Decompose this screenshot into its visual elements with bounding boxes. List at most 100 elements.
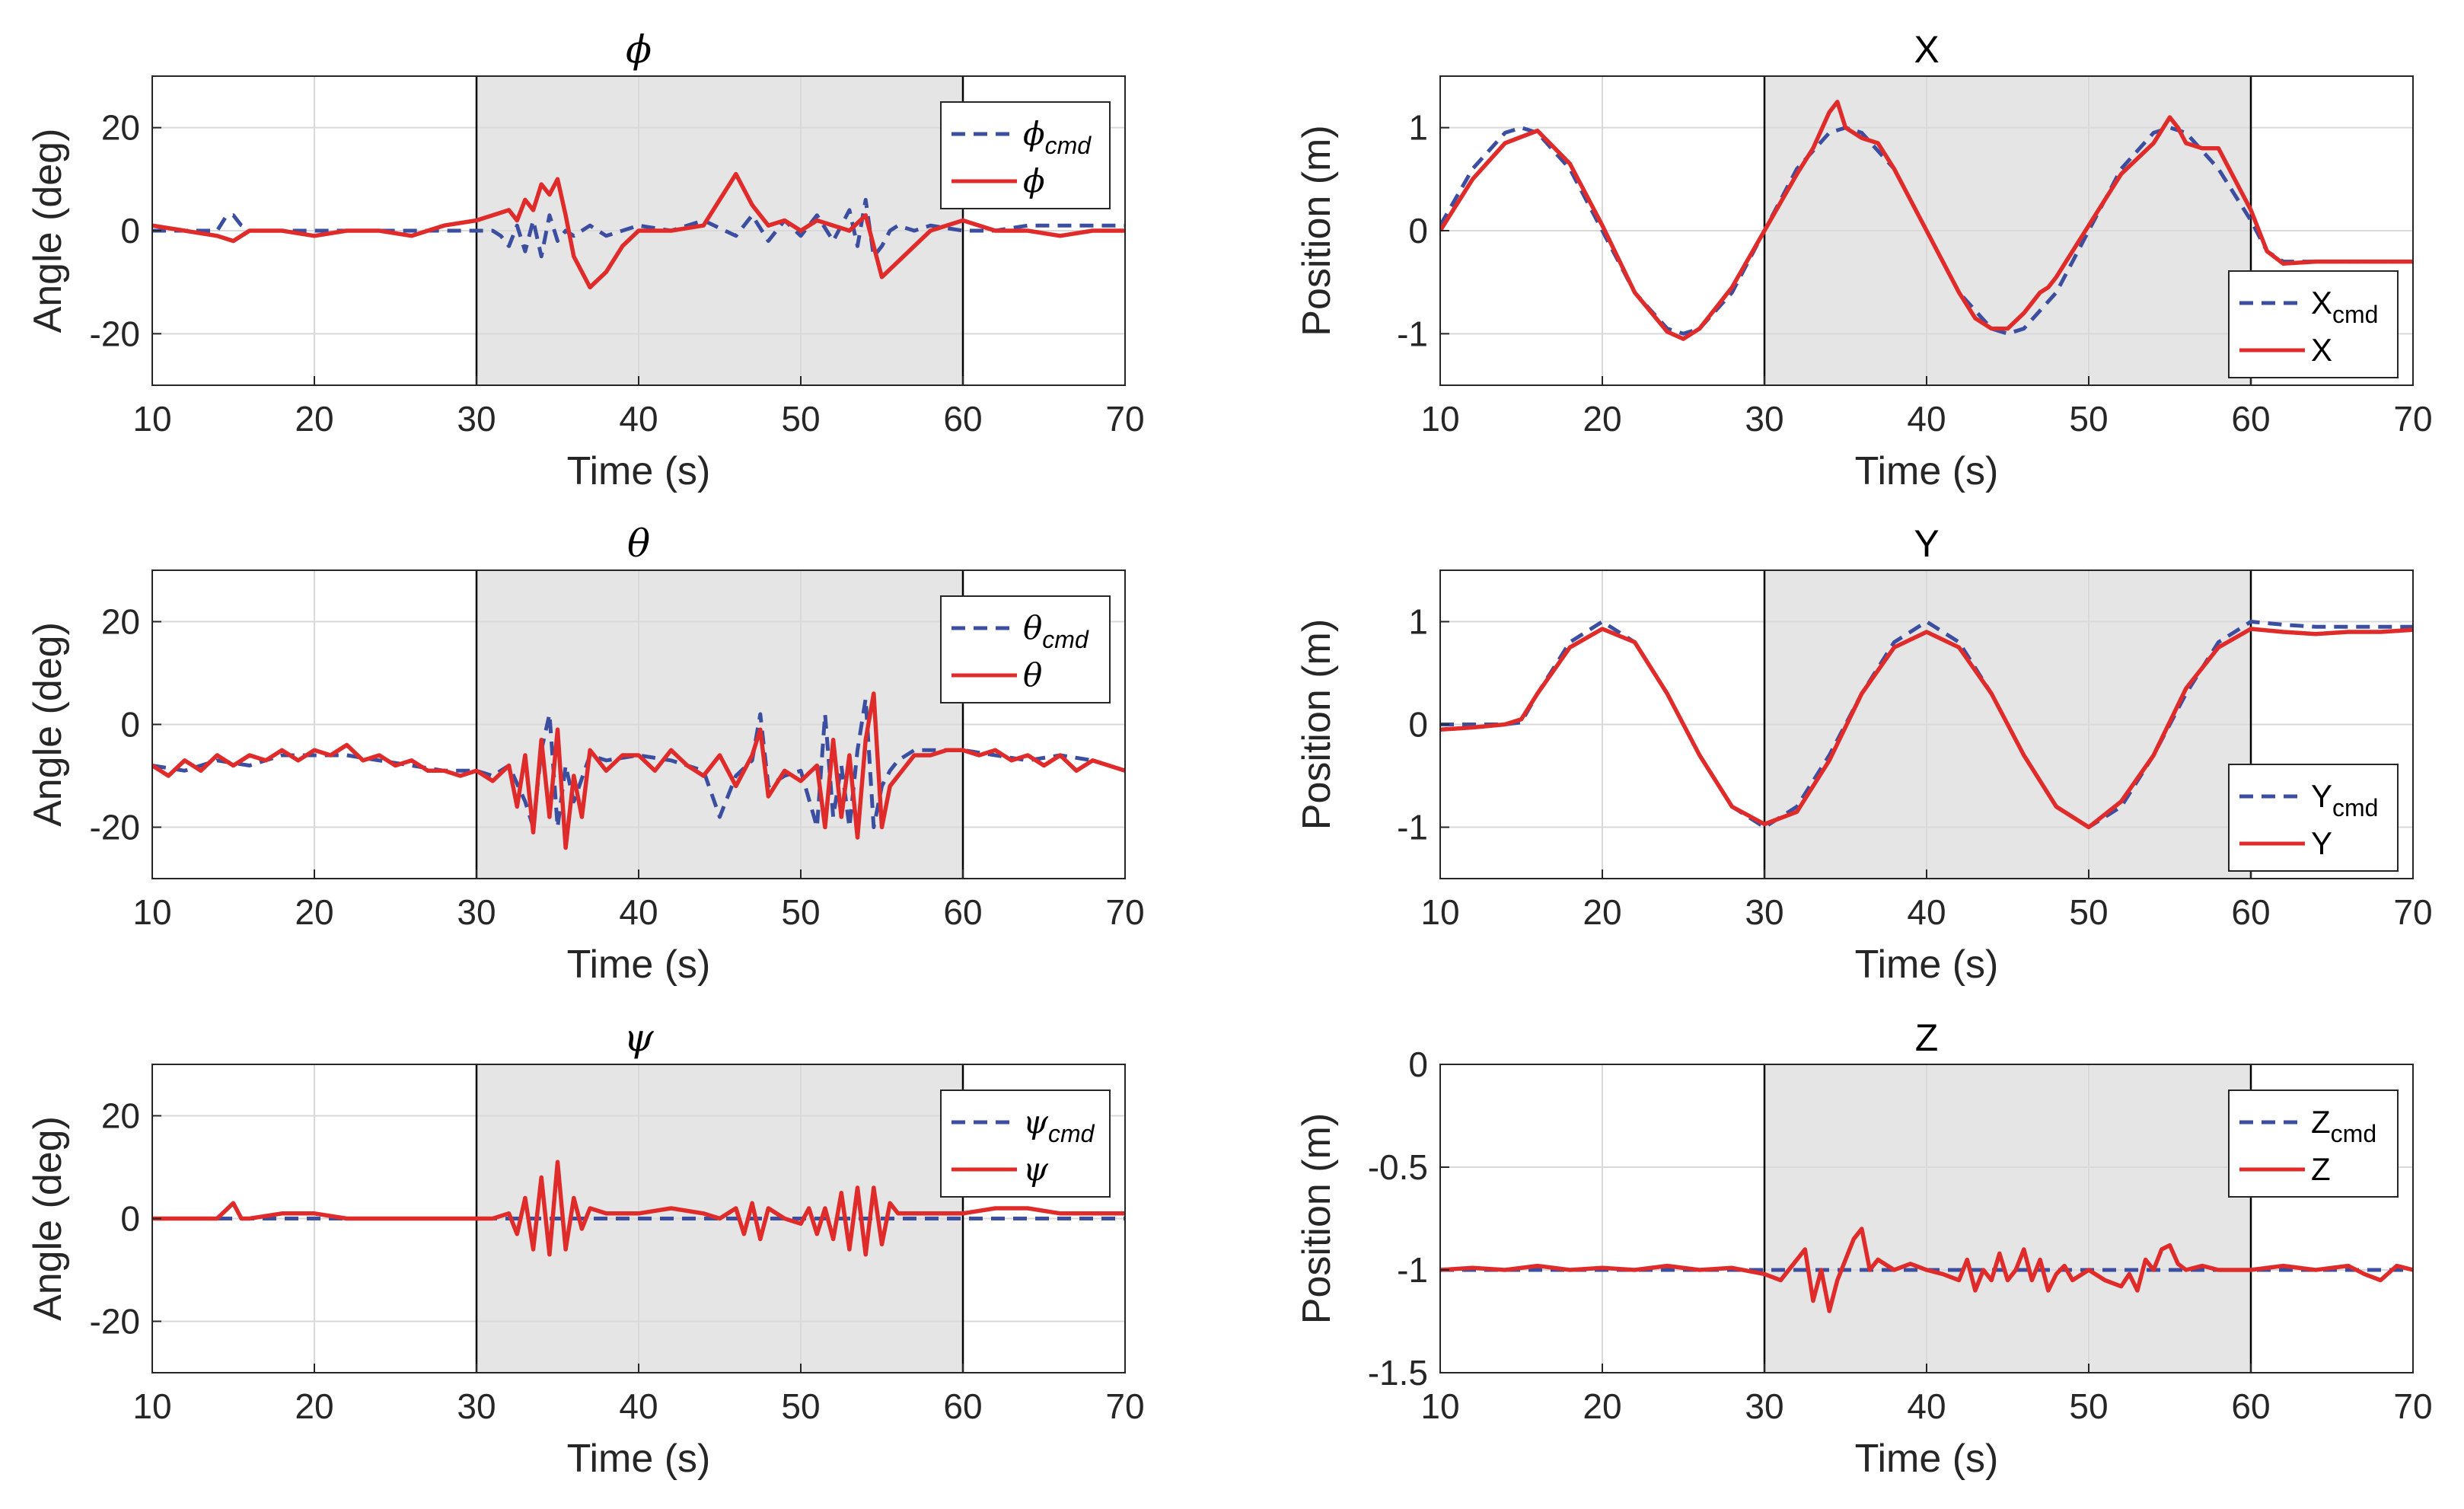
y-axis-label: Position (m)	[1295, 619, 1339, 830]
x-tick-label: 10	[1420, 399, 1459, 439]
x-tick-label: 70	[2393, 1386, 2432, 1426]
legend-label: ϕ	[1023, 162, 1045, 199]
series-line-actual	[152, 1160, 1125, 1257]
legend-label: θcmd	[1023, 609, 1089, 653]
x-tick-label: 50	[2069, 399, 2108, 439]
legend-symbol: θ	[1023, 609, 1042, 646]
y-tick-label: 20	[101, 1096, 140, 1136]
x-tick-label: 20	[1583, 1386, 1621, 1426]
x-axis-label: Time (s)	[1855, 449, 1999, 493]
x-tick-label: 60	[943, 1386, 982, 1426]
series-line-cmd	[1440, 620, 2413, 829]
legend-box	[940, 1089, 1111, 1198]
y-tick-label: 0	[1408, 1045, 1428, 1084]
x-tick-label: 30	[1745, 399, 1783, 439]
x-tick-label: 10	[132, 1386, 171, 1426]
x-tick-label: 60	[2231, 892, 2270, 932]
y-axis-label: Angle (deg)	[26, 1116, 70, 1321]
legend-box	[2228, 270, 2399, 378]
subplot-2: 10 20 30 40 50 60 70 -1 0 1 X Time (s) Position (m) X…	[1295, 28, 2433, 493]
subplot-4: 10 20 30 40 50 60 70 -1 0 1 Y Time (s) Position (m) Y…	[1295, 522, 2433, 987]
x-tick-label: 70	[2393, 399, 2432, 439]
legend-symbol: Y	[2311, 825, 2332, 861]
y-tick-label: 0	[1408, 705, 1428, 745]
legend-symbol: ϕ	[1023, 115, 1045, 152]
x-tick-label: 60	[2231, 1386, 2270, 1426]
subplot-1: 10 20 30 40 50 60 70 -20 0 20 ϕ Time (s) Angle (deg)…	[26, 27, 1145, 493]
y-tick-label: -20	[90, 314, 140, 353]
x-tick-label: 20	[295, 1386, 333, 1426]
series-line-actual	[1440, 100, 2413, 341]
x-tick-label: 30	[457, 892, 496, 932]
series-line-cmd	[152, 197, 1125, 259]
legend-label: θ	[1023, 656, 1042, 694]
legend-label: Ycmd	[2311, 778, 2378, 821]
x-tick-label: 60	[943, 399, 982, 439]
legend-symbol: ψ	[1023, 1150, 1049, 1188]
y-tick-label: -1.5	[1368, 1353, 1428, 1393]
chart-title: X	[1914, 28, 1939, 71]
series-line-actual	[1440, 1227, 2413, 1313]
legend: Ycmd Y	[2228, 764, 2399, 872]
y-tick-label: 1	[1408, 602, 1428, 642]
x-tick-label: 50	[781, 1386, 820, 1426]
y-axis-label: Position (m)	[1295, 125, 1339, 336]
series-line-actual	[1440, 627, 2413, 830]
legend-label: ψ	[1023, 1150, 1049, 1188]
shaded-interval	[1764, 1064, 2251, 1373]
x-tick-label: 10	[132, 399, 171, 439]
x-tick-label: 20	[295, 399, 333, 439]
legend-subscript: cmd	[1045, 132, 1092, 159]
x-tick-label: 40	[619, 1386, 658, 1426]
y-tick-label: -1	[1397, 1250, 1428, 1290]
y-tick-label: -20	[90, 808, 140, 847]
legend-symbol: θ	[1023, 656, 1042, 694]
x-tick-label: 50	[781, 399, 820, 439]
x-tick-label: 20	[1583, 892, 1621, 932]
legend-label: Y	[2311, 825, 2332, 861]
legend-subscript: cmd	[2332, 794, 2378, 821]
x-axis-label: Time (s)	[1855, 943, 1999, 987]
y-axis-label: Angle (deg)	[26, 129, 70, 333]
legend-label: X	[2311, 332, 2332, 368]
x-tick-label: 60	[943, 892, 982, 932]
x-tick-label: 10	[132, 892, 171, 932]
y-tick-label: -1	[1397, 314, 1428, 353]
y-tick-label: 0	[1408, 211, 1428, 250]
legend-symbol: Z	[2311, 1151, 2331, 1187]
chart-title: θ	[627, 522, 650, 566]
x-tick-label: 70	[1105, 399, 1144, 439]
subplot-5: 10 20 30 40 50 60 70 -20 0 20 ψ Time (s) Angle (deg)…	[26, 1016, 1145, 1481]
y-tick-label: 20	[101, 602, 140, 642]
x-tick-label: 20	[295, 892, 333, 932]
x-axis-label: Time (s)	[1855, 1437, 1999, 1481]
x-tick-label: 30	[1745, 892, 1783, 932]
x-tick-label: 50	[781, 892, 820, 932]
chart-title: ψ	[623, 1016, 654, 1060]
subplot-3: 10 20 30 40 50 60 70 -20 0 20 θ Time (s) Angle (deg)…	[26, 522, 1145, 987]
legend-subscript: cmd	[1042, 626, 1089, 653]
legend-label: Xcmd	[2311, 285, 2378, 328]
legend-label: Zcmd	[2311, 1104, 2376, 1147]
legend-symbol: X	[2311, 285, 2332, 321]
x-tick-label: 30	[457, 1386, 496, 1426]
x-axis-label: Time (s)	[567, 1437, 711, 1481]
x-tick-label: 10	[1420, 1386, 1459, 1426]
y-tick-label: 0	[120, 211, 140, 250]
y-tick-label: -20	[90, 1302, 140, 1342]
y-axis-label: Angle (deg)	[26, 622, 70, 827]
x-axis-label: Time (s)	[567, 943, 711, 987]
y-tick-label: 20	[101, 108, 140, 148]
x-tick-label: 30	[457, 399, 496, 439]
x-tick-label: 40	[1907, 1386, 1946, 1426]
x-tick-label: 50	[2069, 1386, 2108, 1426]
legend-symbol: Z	[2311, 1104, 2331, 1140]
legend-label: ϕcmd	[1023, 115, 1092, 159]
y-tick-label: 0	[120, 1199, 140, 1239]
chart-title: ϕ	[626, 27, 652, 72]
subplot-6: 10 20 30 40 50 60 70 -1.5 -1 -0.5 0 Z Time (s) Positi…	[1295, 1016, 2433, 1481]
legend-subscript: cmd	[1048, 1120, 1095, 1147]
